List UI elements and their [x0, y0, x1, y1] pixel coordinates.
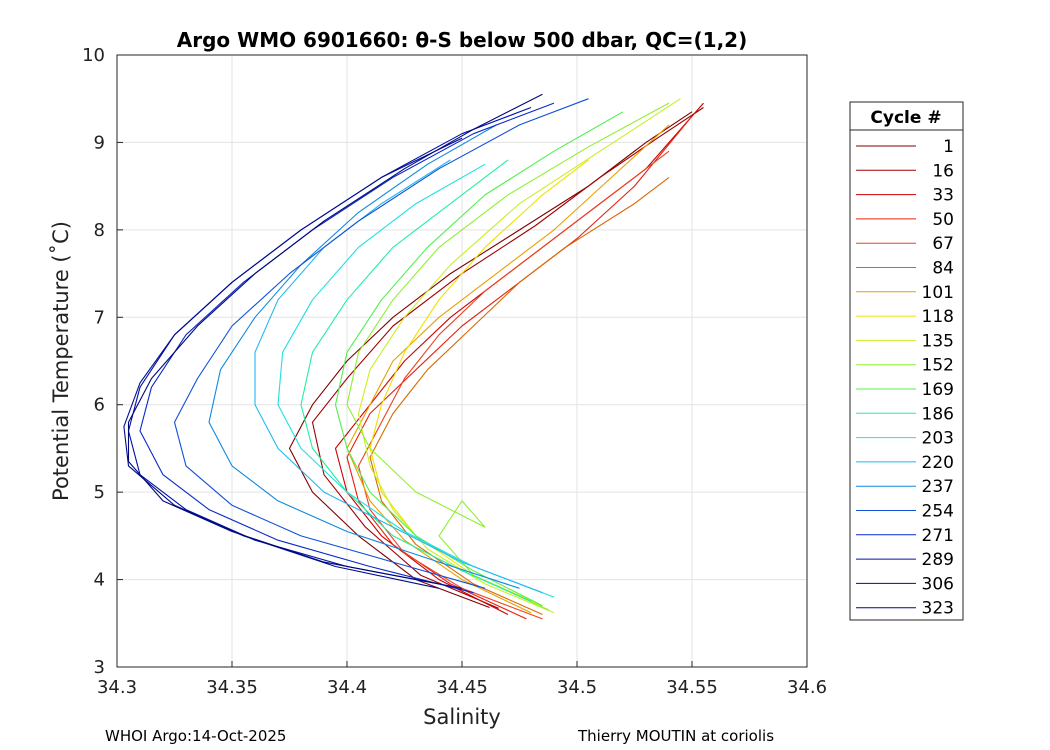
legend-box [849, 129, 964, 621]
y-axis-label: Potential Temperature (˚C) [49, 221, 73, 501]
y-tick-label: 3 [94, 657, 105, 678]
legend-label: 84 [932, 259, 954, 279]
series-line-cycle-152 [346, 102, 670, 611]
legend-label: 1 [943, 137, 954, 157]
series-line-cycle-67 [357, 150, 670, 620]
legend-label: 118 [922, 307, 954, 327]
x-tick-label: 34.4 [327, 677, 367, 698]
legend-label: 254 [922, 502, 954, 522]
series-line-cycle-323 [127, 93, 543, 585]
x-axis-label: Salinity [423, 705, 501, 729]
legend-title: Cycle # [870, 108, 941, 128]
legend-label: 289 [922, 550, 954, 570]
series-line-cycle-237 [208, 124, 520, 589]
legend-label: 186 [922, 404, 954, 424]
legend-label: 203 [922, 429, 954, 449]
x-tick-label: 34.3 [97, 677, 137, 698]
legend-label: 271 [922, 526, 954, 546]
legend-label: 220 [922, 453, 954, 473]
legend-label: 67 [932, 234, 954, 254]
y-tick-label: 7 [94, 307, 105, 328]
ticks: 34.3 34.35 34.4 34.45 34.5 34.55 34.6 3 4 5 6 7 8 9 10 [82, 45, 827, 698]
legend-label: 323 [922, 599, 954, 619]
series-line-cycle-271 [139, 102, 555, 594]
y-tick-label: 6 [94, 395, 105, 416]
x-tick-label: 34.45 [436, 677, 488, 698]
x-tick-label: 34.6 [787, 677, 827, 698]
legend-label: 152 [922, 356, 954, 376]
series-line-cycle-84 [369, 176, 670, 616]
series-line-cycle-203 [277, 163, 555, 598]
x-tick-label: 34.55 [666, 677, 718, 698]
legend-label: 306 [922, 574, 954, 594]
y-tick-label: 8 [94, 220, 105, 241]
legend-label: 135 [922, 331, 954, 351]
legend-label: 237 [922, 477, 954, 497]
y-tick-label: 4 [94, 570, 105, 591]
footer-author: Thierry MOUTIN at coriolis [577, 727, 774, 745]
footer-date: WHOI Argo:14-Oct-2025 [105, 727, 286, 745]
legend-label: 33 [932, 186, 954, 206]
chart-title: Argo WMO 6901660: θ-S below 500 dbar, QC… [177, 28, 747, 52]
y-tick-label: 9 [94, 132, 105, 153]
legend-label: 101 [922, 283, 954, 303]
x-tick-label: 34.35 [206, 677, 258, 698]
series-line-cycle-135 [357, 98, 681, 614]
x-tick-label: 34.5 [557, 677, 597, 698]
y-tick-label: 10 [82, 45, 105, 66]
legend-label: 16 [932, 161, 954, 181]
legend-label: 169 [922, 380, 954, 400]
series-line-cycle-254 [173, 98, 589, 589]
y-tick-label: 5 [94, 482, 105, 503]
series-line-cycle-186 [300, 159, 532, 602]
legend-label: 50 [932, 210, 954, 230]
data-series [123, 93, 704, 620]
legend-title-box [849, 101, 964, 131]
series-line-cycle-16 [311, 107, 704, 609]
legend: Cycle # 1 16 33 50 67 84 101 118 135 152 169 186 203… [849, 101, 964, 621]
